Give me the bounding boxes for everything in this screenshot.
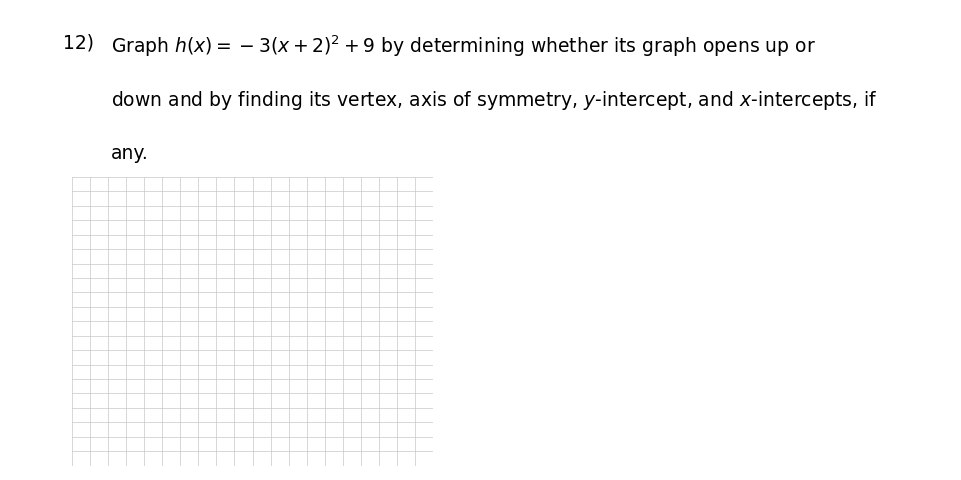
Text: down and by finding its vertex, axis of symmetry, $y$-intercept, and $x$-interce: down and by finding its vertex, axis of …: [111, 89, 876, 112]
Text: 12): 12): [62, 34, 93, 53]
Text: Graph $h(x) = -3(x + 2)^2 + 9$ by determining whether its graph opens up or: Graph $h(x) = -3(x + 2)^2 + 9$ by determ…: [111, 34, 815, 59]
Text: any.: any.: [111, 144, 148, 163]
